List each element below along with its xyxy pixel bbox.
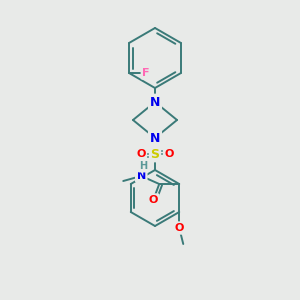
Text: N: N [150,131,160,145]
Text: O: O [175,223,184,233]
Text: H: H [139,161,147,171]
Text: N: N [150,95,160,109]
Text: O: O [136,149,146,159]
Text: O: O [148,195,158,205]
Text: S: S [151,148,160,160]
Text: O: O [164,149,174,159]
Text: N: N [136,171,146,181]
Text: F: F [142,68,150,78]
